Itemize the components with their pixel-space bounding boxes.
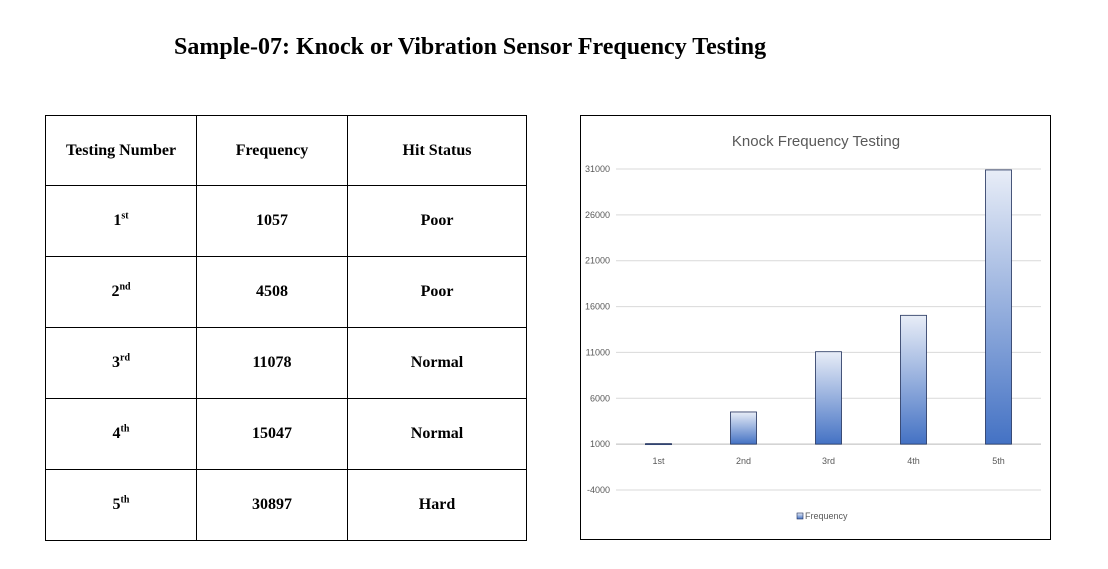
table-header-row: Testing Number Frequency Hit Status (45, 115, 527, 186)
frequency-cell: 4508 (196, 256, 348, 328)
table-row: 5th 30897 Hard (45, 469, 527, 541)
testing-number-cell: 1st (45, 185, 197, 257)
y-tick-label: 26000 (585, 210, 610, 220)
bar-2nd (730, 411, 757, 445)
testing-number-cell: 2nd (45, 256, 197, 328)
legend-label: Frequency (805, 511, 848, 521)
table-row: 1st 1057 Poor (45, 185, 527, 257)
y-tick-label: 1000 (590, 439, 610, 449)
table-row: 3rd 11078 Normal (45, 327, 527, 399)
header-frequency: Frequency (196, 115, 348, 186)
header-hit-status: Hit Status (347, 115, 527, 186)
testing-number: 2 (111, 283, 120, 300)
header-testing-number: Testing Number (45, 115, 197, 186)
bar-1st (645, 443, 672, 446)
x-tick-label: 2nd (736, 456, 751, 466)
bar-3rd (815, 351, 842, 445)
ordinal-suffix: st (121, 210, 129, 222)
frequency-cell: 11078 (196, 327, 348, 399)
y-tick-label: 6000 (590, 393, 610, 403)
testing-number: 3 (112, 354, 120, 371)
testing-number: 4 (112, 425, 121, 442)
y-tick-label: 11000 (586, 347, 610, 357)
testing-number: 1 (113, 212, 122, 229)
y-tick-label: 16000 (585, 302, 610, 312)
x-tick-label: 4th (907, 456, 920, 466)
table-row: 4th 15047 Normal (45, 398, 527, 470)
chart-title: Knock Frequency Testing (732, 133, 900, 150)
bar-4th (900, 314, 927, 445)
ordinal-suffix: th (120, 423, 130, 435)
testing-number-cell: 5th (45, 469, 197, 541)
frequency-cell: 1057 (196, 185, 348, 257)
ordinal-suffix: nd (119, 281, 131, 293)
hit-status-cell: Poor (347, 256, 527, 328)
frequency-cell: 30897 (196, 469, 348, 541)
hit-status-cell: Normal (347, 327, 527, 399)
hit-status-cell: Normal (347, 398, 527, 470)
y-tick-label: -4000 (587, 485, 610, 495)
chart-panel: Knock Frequency Testing 31000 26000 21000 16… (580, 115, 1051, 540)
y-tick-label: 31000 (585, 164, 610, 174)
legend-swatch (796, 512, 804, 520)
y-tick-label: 21000 (585, 256, 610, 266)
table-row: 2nd 4508 Poor (45, 256, 527, 328)
bar-chart: Knock Frequency Testing 31000 26000 21000 16… (585, 133, 1041, 521)
frequency-cell: 15047 (196, 398, 348, 470)
hit-status-cell: Hard (347, 469, 527, 541)
testing-number: 5 (112, 496, 121, 513)
x-tick-label: 1st (652, 456, 665, 466)
bar-5th (985, 169, 1012, 445)
page-title: Sample-07: Knock or Vibration Sensor Fre… (174, 34, 767, 60)
frequency-table: Testing Number Frequency Hit Status 1st 1… (45, 115, 527, 541)
testing-number-cell: 4th (45, 398, 197, 470)
ordinal-suffix: th (120, 494, 130, 506)
x-tick-label: 5th (992, 456, 1005, 466)
ordinal-suffix: rd (120, 352, 130, 364)
hit-status-cell: Poor (347, 185, 527, 257)
testing-number-cell: 3rd (45, 327, 197, 399)
x-tick-label: 3rd (822, 456, 835, 466)
